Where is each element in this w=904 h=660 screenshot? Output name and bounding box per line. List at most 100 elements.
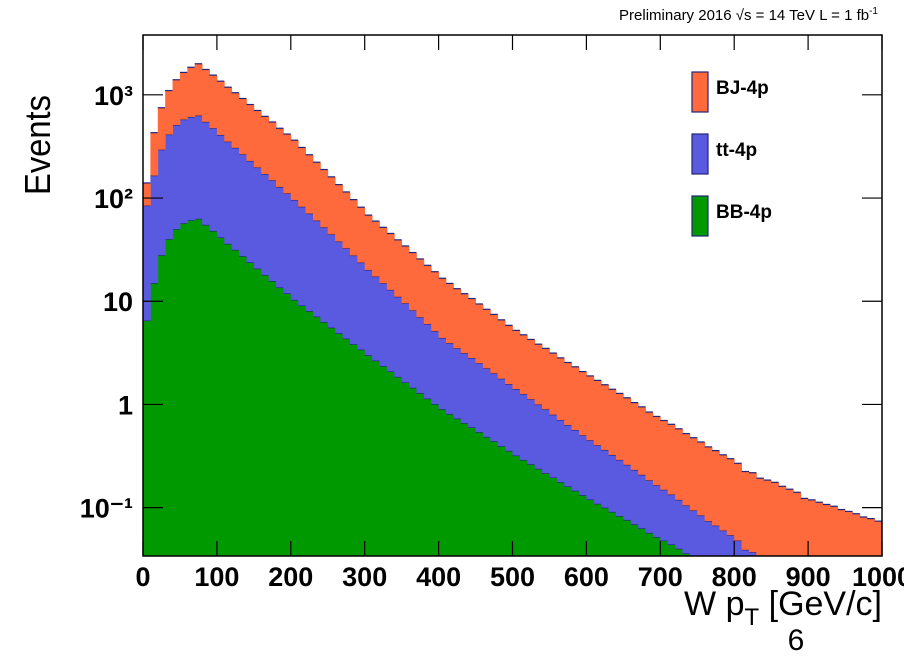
bar-segment — [512, 330, 521, 390]
bar-segment — [608, 454, 617, 512]
annotation: Preliminary 2016 √s = 14 TeV L = 1 fb-1 — [619, 6, 878, 24]
bar-segment — [261, 274, 270, 556]
bar-segment — [763, 480, 772, 556]
bar-segment — [312, 316, 321, 556]
bar-segment — [261, 116, 270, 174]
bar-segment — [556, 482, 565, 556]
bar-segment — [534, 404, 543, 469]
bar-segment — [556, 419, 565, 483]
bar-segment — [593, 380, 602, 446]
bar-segment — [830, 506, 839, 556]
bar-segment — [719, 454, 728, 531]
bar-segment — [394, 376, 403, 556]
bar-segment — [460, 293, 469, 354]
bar-segment — [652, 485, 661, 537]
bar-segment — [298, 305, 306, 556]
bar-segment — [645, 412, 654, 481]
bar-segment — [497, 446, 506, 556]
bar-segment — [364, 215, 373, 270]
bar-segment — [216, 237, 225, 556]
bar-segment — [401, 382, 410, 556]
bar-segment — [416, 317, 425, 394]
bar-segment — [394, 239, 403, 297]
bar-segment — [549, 353, 558, 415]
legend-swatch — [691, 195, 709, 237]
bar-segment — [157, 107, 166, 150]
bar-segment — [689, 510, 698, 556]
bar-segment — [283, 134, 292, 194]
bar-segment — [224, 243, 233, 556]
bar-segment — [179, 72, 188, 120]
bar-segment — [867, 518, 876, 556]
bar-segment — [675, 499, 683, 549]
bar-segment — [734, 463, 742, 541]
annotation-text: Preliminary 2016 √s = 14 TeV L = 1 fb — [619, 7, 869, 24]
bar-segment — [512, 455, 521, 556]
bar-segment — [645, 480, 654, 533]
bar-segment — [246, 262, 255, 556]
bar-segment — [712, 450, 720, 526]
bar-segment — [638, 528, 646, 556]
bar-segment — [394, 296, 403, 377]
bar-segment — [756, 478, 765, 556]
x-tick-label: 700 — [638, 562, 683, 592]
bar-segment — [542, 409, 550, 474]
bar-segment — [793, 492, 802, 556]
bar-segment — [312, 162, 321, 221]
bar-segment — [512, 389, 521, 456]
y-tick-label: 10 — [103, 287, 133, 317]
bar-segment — [660, 420, 669, 490]
x-axis-label: W pT [GeV/c] — [684, 585, 882, 631]
bar-segment — [497, 319, 506, 379]
bar-segment — [268, 180, 277, 282]
bar-segment — [785, 489, 794, 556]
bar-segment — [276, 187, 284, 288]
bar-segment — [253, 268, 262, 556]
bar-segment — [261, 173, 270, 275]
bar-segment — [815, 502, 824, 556]
bar-segment — [615, 393, 624, 460]
bar-segment — [534, 468, 543, 556]
bar-segment — [327, 327, 336, 556]
bar-segment — [571, 490, 580, 556]
bar-segment — [364, 355, 373, 556]
bar-segment — [431, 271, 439, 332]
bar-segment — [423, 324, 432, 399]
bar-segment — [283, 193, 292, 294]
bar-segment — [320, 227, 329, 322]
bar-segment — [290, 299, 299, 556]
bar-segment — [253, 167, 262, 269]
bar-segment — [239, 256, 247, 556]
bar-segment — [564, 362, 573, 426]
bar-segment — [283, 293, 292, 556]
bar-segment — [172, 125, 181, 230]
bar-segment — [290, 199, 299, 300]
x-tick-label: 1000 — [852, 562, 904, 592]
bar-segment — [852, 513, 861, 556]
legend-swatch — [691, 133, 709, 175]
bar-segment — [704, 446, 713, 522]
x-tick-label: 600 — [564, 562, 609, 592]
bar-segment — [342, 191, 351, 249]
bar-segment — [416, 393, 425, 556]
bar-segment — [542, 348, 550, 410]
x-tick-label: 0 — [135, 562, 150, 592]
bar-segment — [579, 495, 587, 556]
y-tick-label: 10³ — [94, 81, 133, 111]
bar-segment — [623, 519, 632, 556]
bar-segment — [748, 472, 757, 553]
bar-segment — [660, 540, 669, 556]
bar-segment — [386, 289, 395, 372]
bar-segment — [771, 482, 779, 556]
bar-segment — [630, 402, 639, 470]
bar-segment — [845, 511, 853, 556]
bar-segment — [542, 473, 550, 556]
bar-segment — [490, 373, 499, 442]
bar-segment — [327, 234, 336, 328]
bar-segment — [157, 149, 166, 256]
bar-segment — [837, 509, 846, 556]
legend-swatch — [691, 71, 709, 113]
bar-segment — [298, 147, 306, 207]
bar-segment — [445, 413, 454, 556]
bar-segment — [690, 557, 698, 561]
